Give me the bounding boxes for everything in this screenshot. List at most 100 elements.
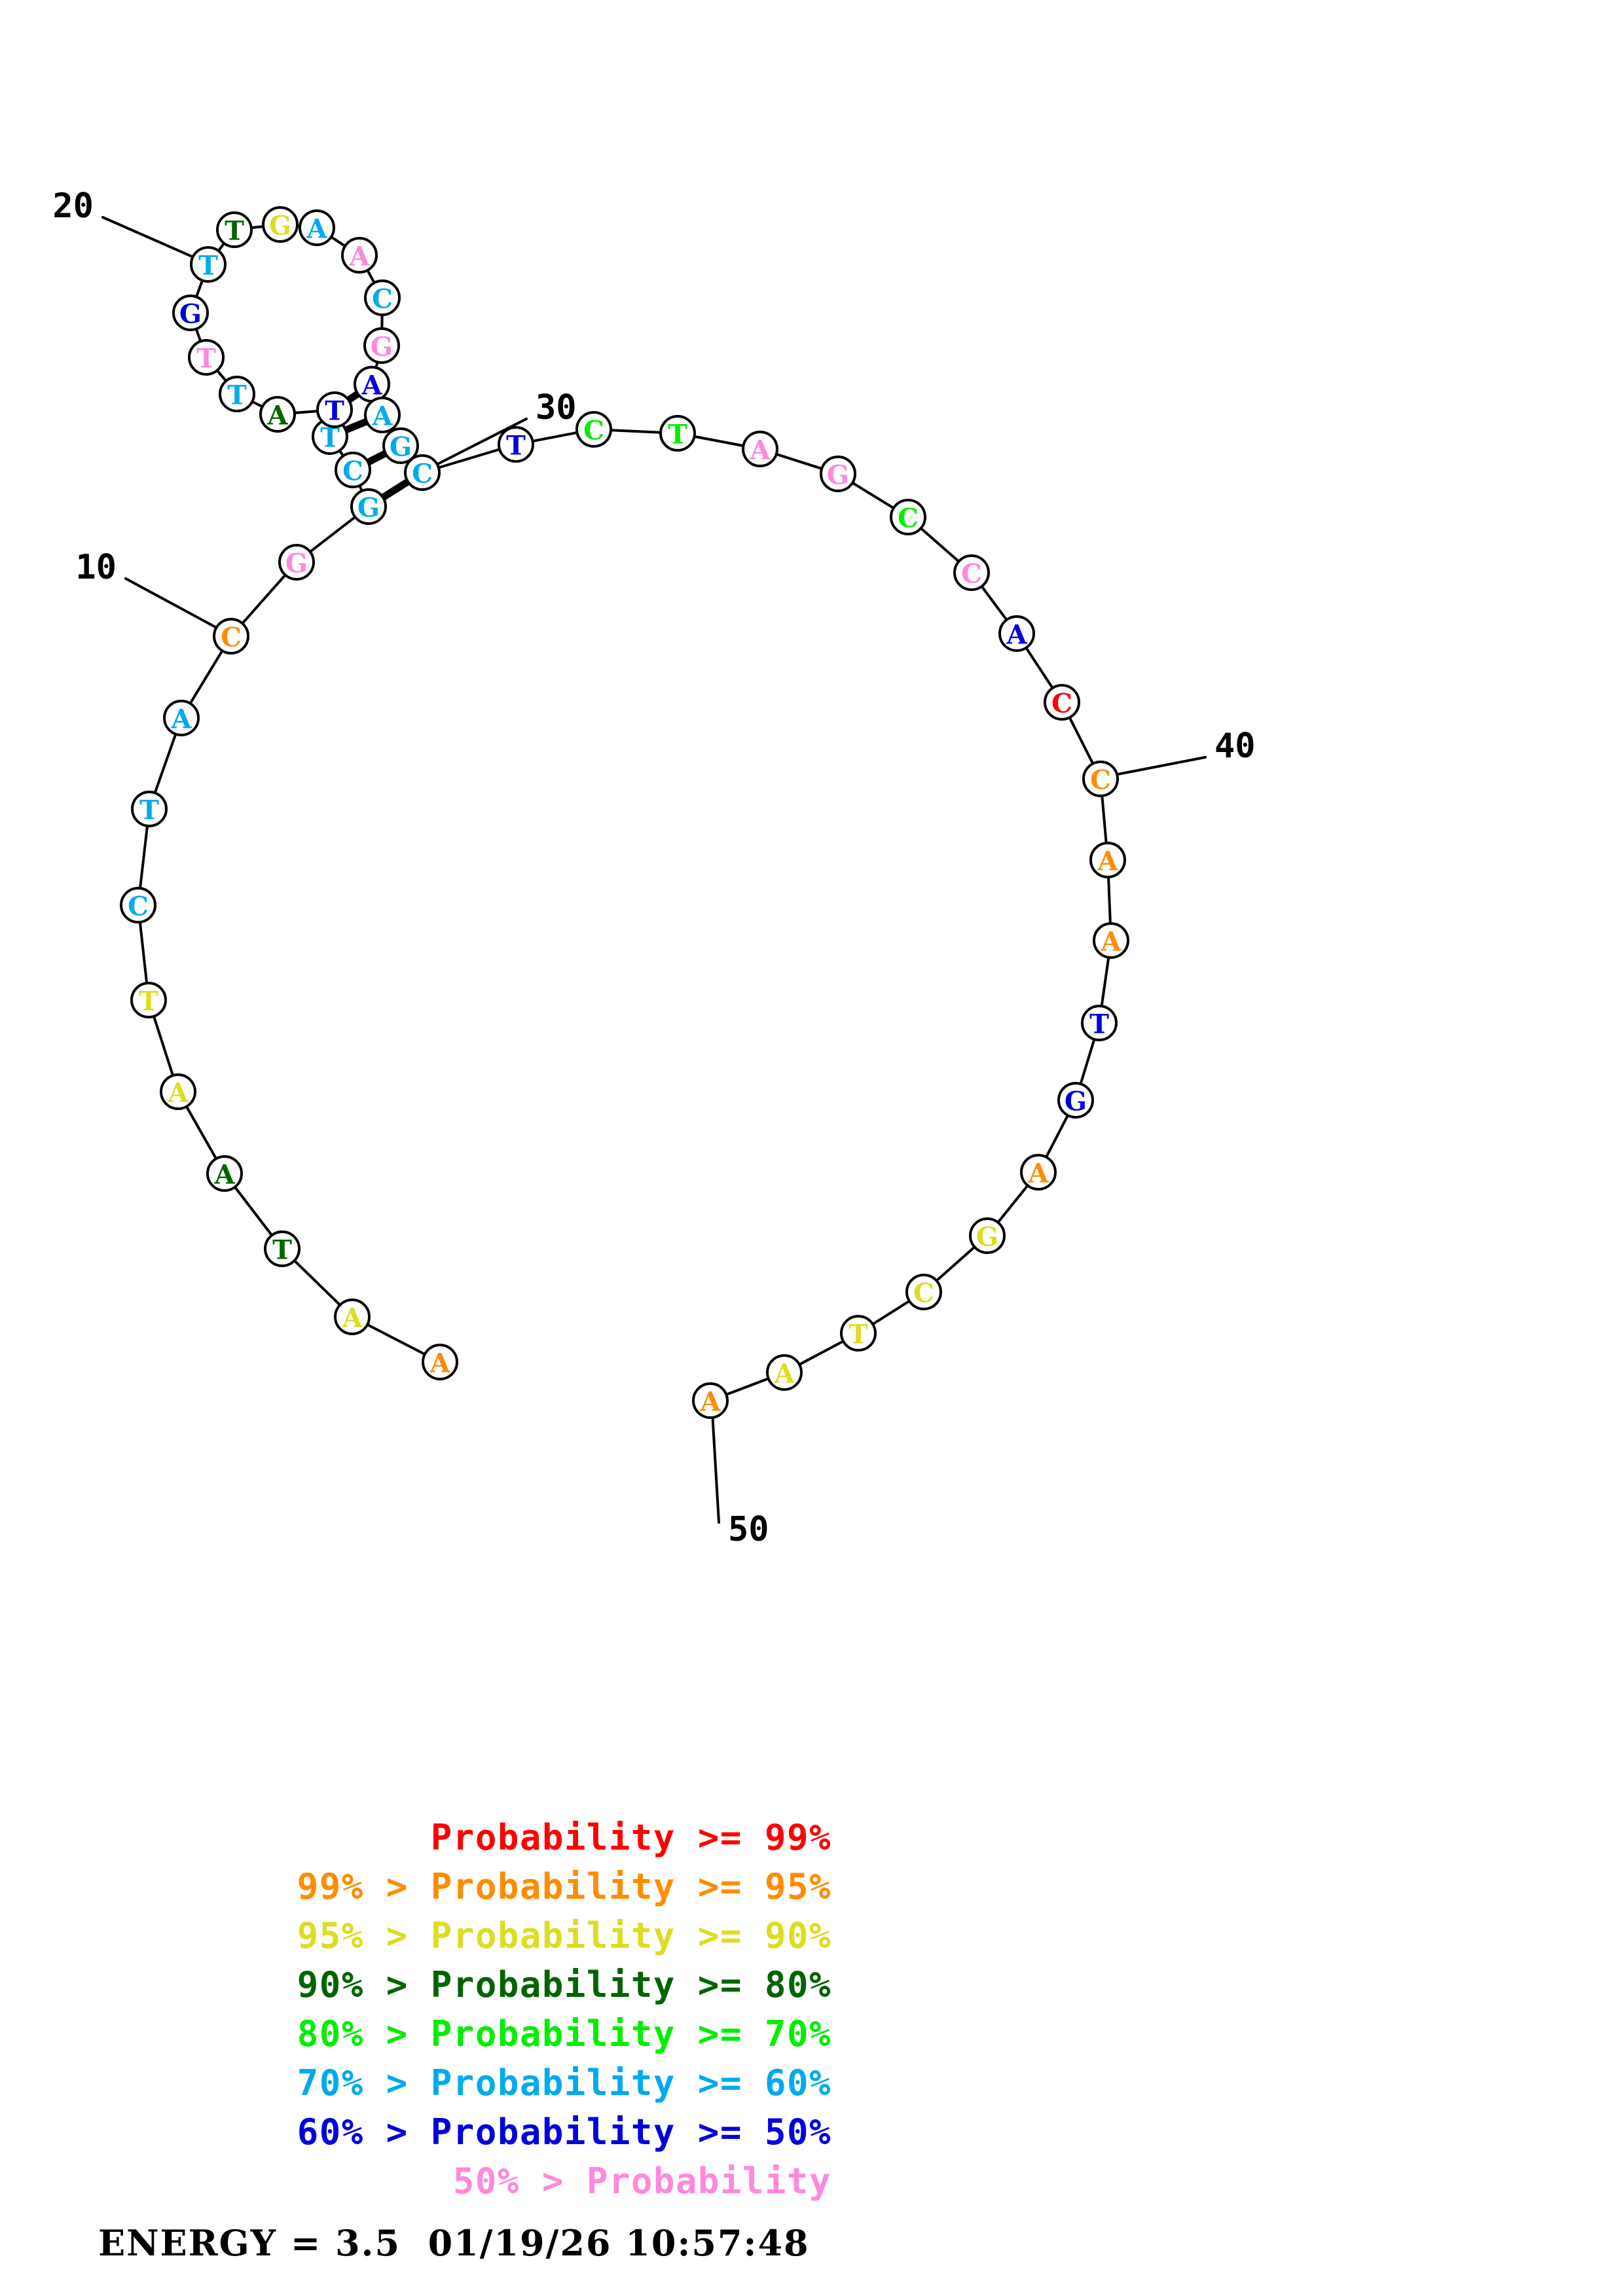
nucleotide-node[interactable]: C	[404, 454, 441, 491]
backbone-segment	[1025, 646, 1054, 690]
nucleotide-circle	[498, 426, 534, 463]
nucleotide-node[interactable]: A	[341, 237, 378, 274]
nucleotide-node[interactable]: C	[890, 499, 926, 535]
nucleotide-node[interactable]: A	[299, 209, 335, 246]
nucleotide-letter: G	[357, 493, 380, 524]
nucleotide-circle	[1093, 922, 1129, 959]
nucleotide-node[interactable]: G	[350, 488, 387, 525]
nucleotide-node[interactable]: T	[840, 1315, 877, 1352]
nucleotide-node[interactable]: C	[905, 1274, 942, 1310]
nucleotide-node[interactable]: A	[766, 1354, 803, 1391]
nucleotide-node[interactable]: A	[742, 431, 778, 467]
backbone-segment	[329, 236, 347, 247]
nucleotide-node[interactable]: G	[172, 295, 209, 331]
nucleotide-node[interactable]: G	[363, 327, 400, 364]
nucleotide-node[interactable]: G	[382, 427, 419, 464]
nucleotide-node[interactable]: A	[160, 1073, 196, 1110]
nucleotide-node[interactable]: A	[692, 1382, 729, 1419]
nucleotide-node[interactable]: C	[335, 452, 371, 488]
nucleotide-node[interactable]: G	[969, 1217, 1006, 1254]
nucleotide-node[interactable]: C	[120, 887, 156, 924]
nucleotide-node[interactable]: G	[820, 456, 856, 492]
nucleotide-node[interactable]: C	[575, 411, 612, 448]
backbone-segment	[437, 448, 501, 469]
nucleotide-node[interactable]: A	[206, 1155, 243, 1192]
nucleotide-circle	[364, 397, 401, 433]
legend-row: 90% > Probability >= 80%	[297, 1964, 831, 2005]
nucleotide-letter: T	[198, 251, 218, 281]
base-pair-bond	[342, 418, 371, 434]
nucleotide-node[interactable]: T	[264, 1230, 301, 1267]
nucleotide-circle	[188, 339, 225, 376]
backbone-segment	[851, 481, 895, 510]
nucleotide-circle	[905, 1274, 942, 1310]
nucleotide-node[interactable]: C	[1082, 761, 1119, 797]
nucleotide-node[interactable]: G	[278, 544, 315, 581]
nucleotide-circle	[219, 376, 255, 412]
backbone-segment	[366, 268, 376, 285]
nucleotide-letter: A	[306, 214, 327, 245]
nucleotide-node[interactable]: A	[998, 615, 1035, 652]
nucleotide-node[interactable]: T	[498, 426, 534, 463]
nucleotide-letter: T	[196, 344, 216, 374]
nucleotide-node[interactable]: A	[364, 397, 401, 433]
nucleotide-node[interactable]: A	[422, 1344, 458, 1380]
nucleotide-node[interactable]: A	[334, 1299, 371, 1335]
nucleotide-node[interactable]: A	[1093, 922, 1129, 959]
nucleotide-letter: C	[372, 284, 393, 315]
nucleotide-node[interactable]: A	[259, 396, 296, 433]
backbone-segment	[693, 435, 745, 448]
nucleotide-circle	[1089, 842, 1126, 878]
nucleotide-node[interactable]: T	[1081, 1005, 1118, 1041]
nucleotide-node[interactable]: G	[262, 206, 299, 243]
nucleotide-letter: A	[699, 1387, 721, 1418]
nucleotide-node[interactable]: G	[1057, 1082, 1094, 1119]
backbone-segment	[1100, 956, 1110, 1008]
nucleotide-letter: A	[170, 704, 192, 735]
nucleotide-circle	[1020, 1154, 1057, 1191]
nucleotide-circle	[259, 396, 296, 433]
nucleotide-node[interactable]: T	[130, 982, 167, 1018]
nucleotide-circle	[998, 615, 1035, 652]
nucleotide-node[interactable]: C	[1044, 684, 1080, 721]
nucleotide-node[interactable]: T	[131, 791, 168, 827]
backbone-segment	[185, 1105, 218, 1160]
backbone-segment	[241, 573, 287, 625]
nucleotide-node[interactable]: C	[364, 279, 401, 316]
nucleotide-circle	[422, 1344, 458, 1380]
nucleotide-letter: T	[227, 380, 247, 411]
position-leader-line	[101, 216, 194, 259]
position-leader-line	[124, 577, 218, 629]
nucleotide-node[interactable]: T	[188, 339, 225, 376]
nucleotide-letter: G	[827, 460, 849, 491]
nucleotide-letter: T	[848, 1319, 868, 1350]
backbone-segment	[1101, 794, 1108, 845]
nucleotide-circle	[890, 499, 926, 535]
nucleotide-node[interactable]: A	[1089, 842, 1126, 878]
nucleotide-letter: G	[269, 211, 291, 242]
nucleotide-node[interactable]: A	[163, 700, 200, 736]
nucleotide-node[interactable]: T	[659, 415, 696, 452]
position-number-label: 50	[728, 1510, 769, 1549]
nucleotide-circle	[131, 791, 168, 827]
nucleotide-node[interactable]: T	[219, 376, 255, 412]
nucleotide-circle	[172, 295, 209, 331]
backbone-segment	[251, 400, 264, 408]
base-pair-layer	[342, 390, 412, 501]
nucleotide-circle	[213, 618, 249, 655]
nucleotide-node[interactable]: C	[953, 554, 990, 591]
nucleotide-circle	[382, 427, 419, 464]
nucleotide-node[interactable]: A	[354, 366, 390, 403]
nucleotide-node[interactable]: T	[216, 211, 253, 248]
legend-row: 80% > Probability >= 70%	[297, 2013, 831, 2054]
nucleotide-node[interactable]: A	[1020, 1154, 1057, 1191]
nucleotide-circle	[216, 211, 253, 248]
legend-row: 99% > Probability >= 95%	[297, 1866, 831, 1907]
nucleotide-node[interactable]: T	[316, 391, 353, 428]
backbone-segment	[871, 1299, 911, 1326]
nucleotide-node[interactable]: T	[190, 246, 227, 283]
nucleotide-node[interactable]: C	[213, 618, 249, 655]
nucleotide-letter: C	[1090, 765, 1111, 796]
nucleotide-circle	[820, 456, 856, 492]
